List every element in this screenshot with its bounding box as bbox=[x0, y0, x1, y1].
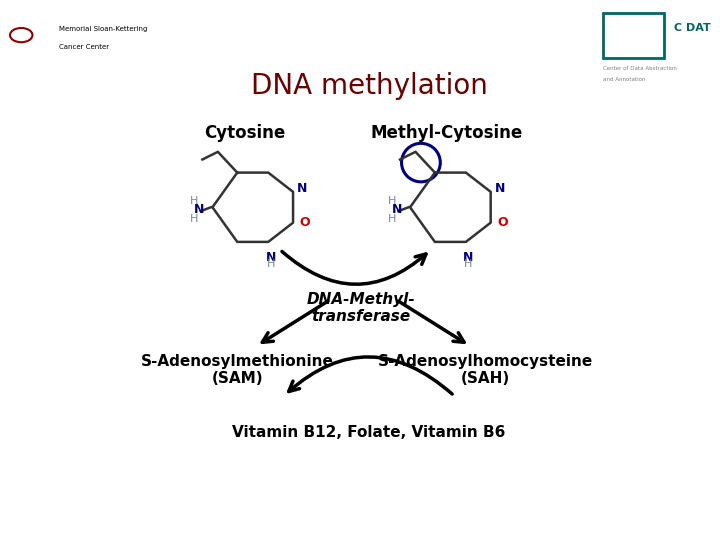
Text: Cancer Center: Cancer Center bbox=[59, 44, 109, 50]
Text: H: H bbox=[388, 214, 396, 224]
Text: H: H bbox=[388, 196, 396, 206]
Text: N: N bbox=[194, 203, 204, 216]
FancyArrowPatch shape bbox=[282, 252, 426, 284]
Text: Methyl-Cytosine: Methyl-Cytosine bbox=[370, 124, 523, 141]
Text: H: H bbox=[190, 214, 199, 224]
Text: S-Adenosylhomocysteine
(SAH): S-Adenosylhomocysteine (SAH) bbox=[377, 354, 593, 386]
Text: N: N bbox=[463, 251, 473, 264]
FancyArrowPatch shape bbox=[262, 301, 328, 342]
Text: S-Adenosylmethionine
(SAM): S-Adenosylmethionine (SAM) bbox=[141, 354, 333, 386]
Text: O: O bbox=[497, 216, 508, 229]
Text: N: N bbox=[297, 181, 307, 194]
Text: N: N bbox=[392, 203, 402, 216]
Text: Vitamin B12, Folate, Vitamin B6: Vitamin B12, Folate, Vitamin B6 bbox=[233, 425, 505, 440]
Text: N: N bbox=[495, 181, 505, 194]
Text: DNA-Methyl-
transferase: DNA-Methyl- transferase bbox=[307, 292, 415, 325]
Text: DNA methylation: DNA methylation bbox=[251, 72, 487, 100]
Text: C DAT: C DAT bbox=[674, 23, 711, 33]
FancyArrowPatch shape bbox=[398, 301, 464, 342]
Text: H: H bbox=[266, 259, 275, 269]
Text: Cytosine: Cytosine bbox=[204, 124, 286, 141]
Text: O: O bbox=[300, 216, 310, 229]
FancyArrowPatch shape bbox=[289, 357, 452, 394]
Text: H: H bbox=[464, 259, 472, 269]
Text: and Annotation: and Annotation bbox=[603, 77, 645, 83]
Text: Center of Data Abstraction: Center of Data Abstraction bbox=[603, 66, 677, 71]
Text: Memorial Sloan-Kettering: Memorial Sloan-Kettering bbox=[59, 26, 147, 32]
Text: H: H bbox=[190, 196, 199, 206]
Text: N: N bbox=[266, 251, 276, 264]
